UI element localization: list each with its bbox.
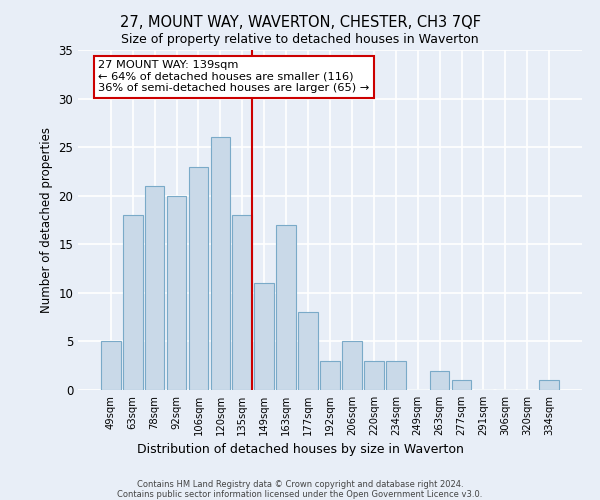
Bar [539, 380, 559, 390]
Bar [430, 370, 449, 390]
Bar [188, 166, 208, 390]
Bar [145, 186, 164, 390]
Text: 27, MOUNT WAY, WAVERTON, CHESTER, CH3 7QF: 27, MOUNT WAY, WAVERTON, CHESTER, CH3 7Q… [119, 15, 481, 30]
Bar [101, 342, 121, 390]
Bar [342, 342, 362, 390]
Text: Contains HM Land Registry data © Crown copyright and database right 2024.
Contai: Contains HM Land Registry data © Crown c… [118, 480, 482, 500]
Bar [211, 138, 230, 390]
Text: 27 MOUNT WAY: 139sqm
← 64% of detached houses are smaller (116)
36% of semi-deta: 27 MOUNT WAY: 139sqm ← 64% of detached h… [98, 60, 370, 94]
Text: Distribution of detached houses by size in Waverton: Distribution of detached houses by size … [137, 442, 463, 456]
Y-axis label: Number of detached properties: Number of detached properties [40, 127, 53, 313]
Bar [452, 380, 472, 390]
Bar [232, 215, 252, 390]
Bar [123, 215, 143, 390]
Bar [364, 361, 384, 390]
Bar [254, 283, 274, 390]
Bar [298, 312, 318, 390]
Bar [167, 196, 187, 390]
Text: Size of property relative to detached houses in Waverton: Size of property relative to detached ho… [121, 32, 479, 46]
Bar [320, 361, 340, 390]
Bar [276, 225, 296, 390]
Bar [386, 361, 406, 390]
